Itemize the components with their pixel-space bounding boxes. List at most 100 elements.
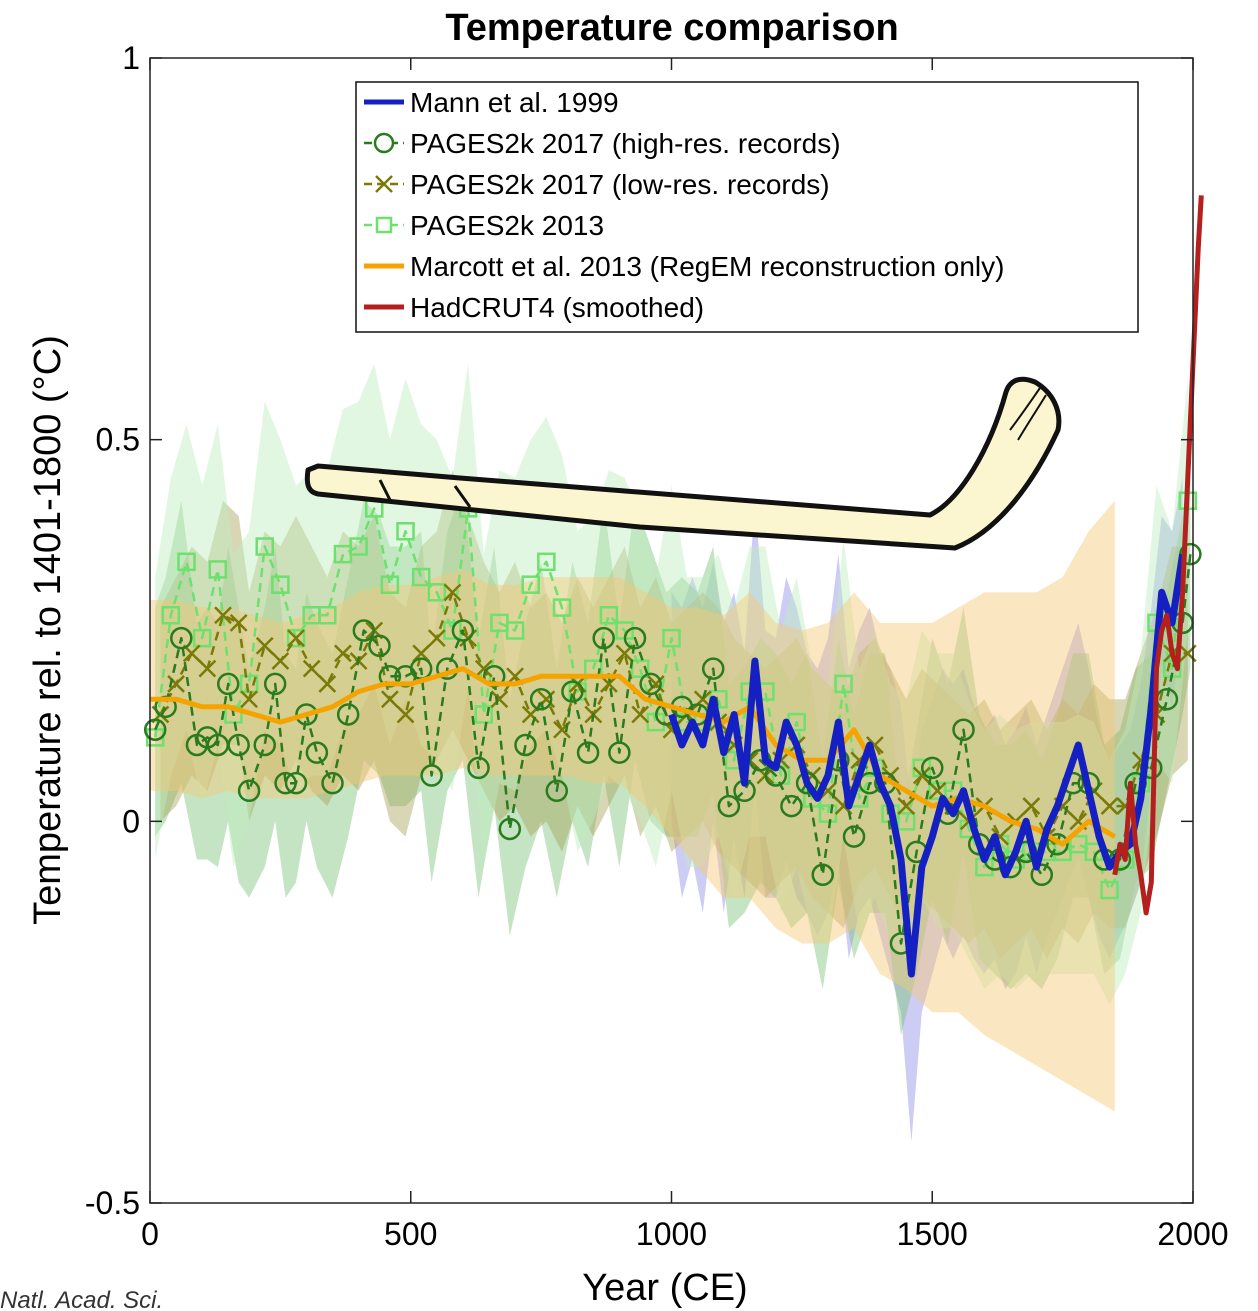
pages2k-2017-high-res-records-point-16 <box>336 703 360 726</box>
y-tick-label: -0.5 <box>85 1185 140 1221</box>
y-tick-label: 0 <box>122 803 140 839</box>
pages2k-2017-high-res-records-point-22 <box>420 764 443 787</box>
chart-title: Temperature comparison <box>445 7 898 49</box>
legend-box <box>355 81 1139 333</box>
x-tick-label: 0 <box>141 1216 159 1252</box>
pages2k-2017-high-res-records-point-6 <box>216 672 240 696</box>
pages2k-2017-high-res-records-point-9 <box>253 733 276 757</box>
pages2k-2017-low-res-records-point-5 <box>229 613 248 632</box>
legend-label: Marcott et al. 2013 (RegEM reconstructio… <box>410 251 1004 282</box>
pages2k-2013-point-23 <box>505 621 525 640</box>
pages2k-2017-high-res-records-point-30 <box>545 779 569 803</box>
pages2k-2013-point-8 <box>271 575 290 594</box>
x-tick-label: 500 <box>384 1216 437 1252</box>
pages2k-2013-point-21 <box>474 705 494 724</box>
pages2k-2013-point-29 <box>599 605 619 625</box>
legend-entry-marcott-et-al-2013-regem-reconstruction-only: Marcott et al. 2013 (RegEM reconstructio… <box>364 251 1004 282</box>
pages2k-2017-low-res-records-point-32 <box>646 675 665 693</box>
pages2k-2017-high-res-records-point-32 <box>576 741 600 764</box>
hockey-stick-illustration <box>304 376 1062 551</box>
pages2k-2017-high-res-records-point-40 <box>701 657 725 680</box>
pages2k-2017-high-res-records-point-10 <box>263 672 287 696</box>
pages2k-2017-high-res-records-point-25 <box>467 756 490 780</box>
pages2k-2017-high-res-records-point-2 <box>170 626 193 650</box>
pages2k-2017-low-res-records-point-22 <box>490 690 509 709</box>
pages2k-2017-low-res-records-point-3 <box>198 659 217 678</box>
pages2k-2017-low-res-records-point-1 <box>167 675 185 693</box>
source-credit: Natl. Acad. Sci. <box>0 1287 163 1311</box>
pages2k-2017-low-res-records-point-21 <box>474 659 493 678</box>
pages2k-2017-low-res-records-point-9 <box>287 629 305 648</box>
pages2k-2017-high-res-records-point-56 <box>952 718 975 741</box>
pages2k-2013-point-3 <box>192 628 212 648</box>
y-tick-label: 1 <box>122 40 140 76</box>
pages2k-2017-high-res-records-point-27 <box>498 817 522 841</box>
pages2k-2013-point-31 <box>630 659 650 678</box>
pages2k-2017-low-res-records-point-7 <box>255 636 274 655</box>
pages2k-2017-high-res-records-uncertainty-band <box>155 439 1191 1036</box>
pages2k-2017-high-res-records-point-17 <box>352 619 376 642</box>
pages2k-2017-high-res-records-point-47 <box>811 863 834 887</box>
pages2k-2017-high-res-records-point-0 <box>143 718 167 741</box>
hadcrut4-smoothed-series <box>1112 195 1204 916</box>
legend-entry-pages2k-2017-high-res-records: PAGES2k 2017 (high-res. records) <box>364 128 841 159</box>
pages2k-2013-point-11 <box>318 605 337 625</box>
axes: 0 500 1000 1500 2000-0.500.51 <box>85 40 1229 1252</box>
pages2k-2017-high-res-records-point-45 <box>780 794 803 818</box>
pages2k-2013-point-15 <box>380 575 400 594</box>
pages2k-2017-high-res-records-point-61 <box>1030 863 1054 887</box>
legend-entry-mann-et-al-1999: Mann et al. 1999 <box>364 87 619 118</box>
pages2k-2017-low-res-records-point-6 <box>240 690 258 709</box>
y-tick-label: 0.5 <box>96 422 140 458</box>
legend-label: PAGES2k 2017 (high-res. records) <box>410 128 841 159</box>
mann-et-al-1999-uncertainty-band <box>671 477 1183 1142</box>
pages2k-2017-low-res-records-point-49 <box>912 766 931 785</box>
pages2k-2013-point-16 <box>396 522 415 541</box>
legend-entry-hadcrut4-smoothed: HadCRUT4 (smoothed) <box>364 292 704 323</box>
legend-label: PAGES2k 2017 (low-res. records) <box>410 169 830 200</box>
pages2k-2013-point-18 <box>427 583 447 602</box>
pages2k-2017-low-res-records-point-12 <box>334 644 352 663</box>
pages2k-2017-high-res-records-point-29 <box>529 687 553 711</box>
legend-marker <box>375 175 393 193</box>
pages2k-2017-high-res-records-point-31 <box>561 680 584 703</box>
plot-area <box>143 195 1204 1142</box>
pages2k-2017-high-res-records-point-24 <box>451 619 475 642</box>
pages2k-2017-high-res-records-point-36 <box>639 672 662 696</box>
legend-marker <box>375 216 393 234</box>
pages2k-2017-low-res-records-point-16 <box>396 705 415 724</box>
pages2k-2017-low-res-records-point-18 <box>427 629 446 648</box>
pages2k-2013-point-17 <box>411 567 431 587</box>
pages2k-2017-low-res-records-point-48 <box>897 797 916 815</box>
pages2k-2017-high-res-records-point-62 <box>1046 832 1069 856</box>
pages2k-2017-high-res-records-point-8 <box>237 779 261 803</box>
pages2k-2017-high-res-records-point-14 <box>305 741 329 764</box>
pages2k-2017-high-res-records-point-35 <box>623 626 647 650</box>
hadcrut4-smoothed-line <box>1112 195 1204 916</box>
pages2k-2013-point-1 <box>161 605 181 625</box>
pages2k-2017-high-res-records-point-15 <box>321 771 344 795</box>
pages2k-2017-high-res-records-point-41 <box>717 794 741 818</box>
x-tick-label: 2000 <box>1157 1216 1228 1252</box>
pages2k-2013-point-24 <box>521 575 540 594</box>
pages2k-2013-point-9 <box>286 628 306 648</box>
pages2k-2017-high-res-records-point-28 <box>514 733 537 757</box>
pages2k-2013-point-4 <box>208 560 228 579</box>
pages2k-2017-high-res-records-point-13 <box>295 703 318 726</box>
marcott-et-al-2013-regem-reconstruction-only-line <box>150 666 1117 847</box>
marcott-et-al-2013-regem-reconstruction-only-series <box>150 666 1117 847</box>
marcott-et-al-2013-regem-reconstruction-only-uncertainty-band <box>150 500 1115 1112</box>
pages2k-2017-low-res-records-point-4 <box>214 606 232 625</box>
pages2k-2013-point-61 <box>1100 880 1119 900</box>
pages2k-2017-high-res-records-line <box>154 554 1192 945</box>
x-axis-label: Year (CE) <box>582 1267 747 1309</box>
pages2k-2017-high-res-records-point-54 <box>921 756 944 780</box>
pages2k-2013-point-2 <box>177 552 196 572</box>
pages2k-2013-point-48 <box>896 812 916 831</box>
legend: Mann et al. 1999 PAGES2k 2017 (high-res. … <box>355 81 1139 333</box>
pages2k-2017-low-res-records-point-61 <box>1100 797 1119 815</box>
pages2k-2017-high-res-records-point-34 <box>608 741 631 764</box>
legend-label: HadCRUT4 (smoothed) <box>410 292 704 323</box>
pages2k-2017-high-res-records-point-49 <box>842 825 866 848</box>
